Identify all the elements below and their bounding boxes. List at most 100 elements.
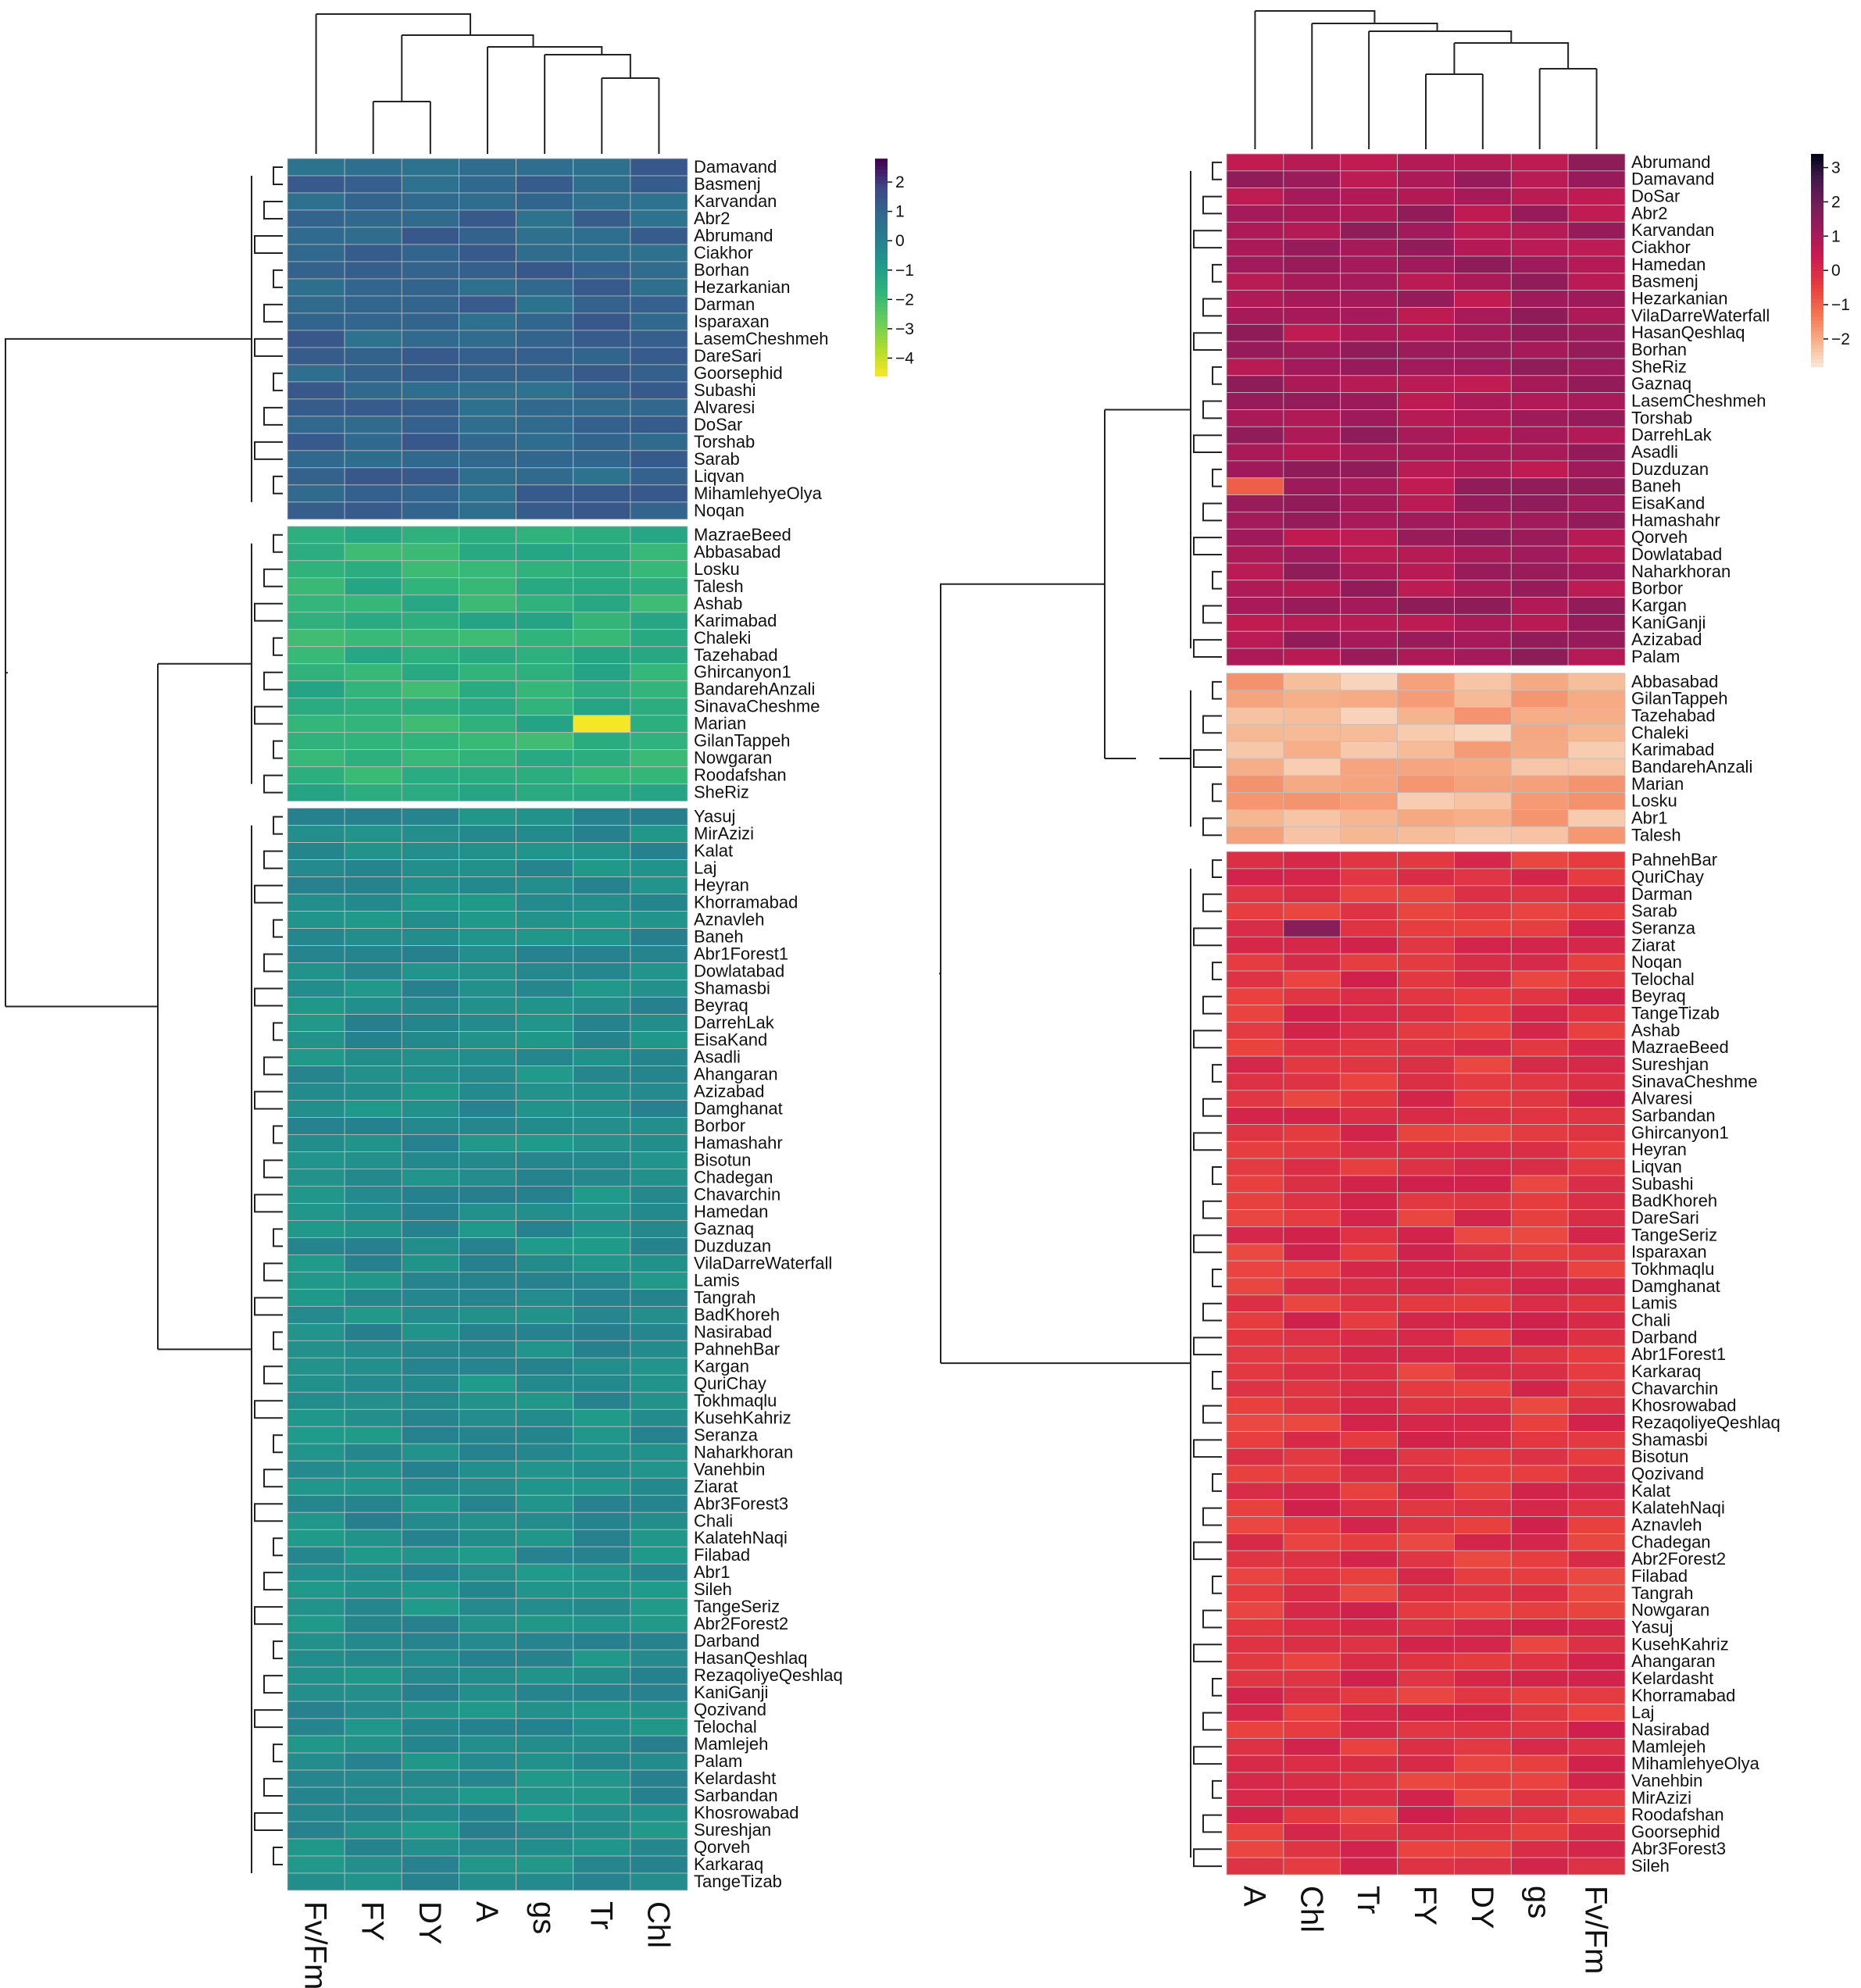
heatmap-cell — [344, 1186, 402, 1204]
heatmap-cell — [1340, 358, 1398, 377]
heatmap-cell — [287, 433, 345, 451]
heatmap-cell — [516, 859, 574, 877]
heatmap-cell — [573, 1357, 631, 1376]
heatmap-cell — [1397, 826, 1455, 844]
heatmap-cell — [630, 876, 688, 894]
heatmap-cell — [459, 1512, 516, 1530]
heatmap-cell — [344, 876, 402, 894]
column-label: FY — [1408, 1886, 1442, 1926]
row-label: Seranza — [1631, 918, 1696, 937]
heatmap-cell — [1283, 187, 1341, 205]
heatmap-cell — [516, 398, 574, 417]
row-dendrogram-branch — [1193, 230, 1222, 249]
row-label: Tazehabad — [1631, 705, 1716, 725]
heatmap-cell — [1340, 741, 1398, 759]
heatmap-cell — [1454, 1619, 1512, 1636]
heatmap-cell — [630, 1769, 688, 1788]
colorbar-segment — [1811, 274, 1823, 279]
heatmap-cell — [573, 1460, 631, 1479]
heatmap-cell — [573, 312, 631, 331]
heatmap-cell — [1283, 290, 1341, 308]
heatmap-cell — [1454, 290, 1512, 308]
row-label: Laj — [694, 858, 716, 878]
row-label: GilanTappeh — [1631, 689, 1728, 708]
heatmap-cell — [1567, 170, 1626, 189]
heatmap-cell — [516, 1477, 574, 1496]
heatmap-cell — [287, 783, 345, 802]
heatmap-cell — [516, 1186, 574, 1204]
heatmap-cell — [630, 398, 688, 417]
heatmap-cell — [459, 1237, 516, 1255]
heatmap-cell — [1510, 1447, 1569, 1466]
heatmap-cell — [459, 1203, 516, 1221]
heatmap-cell — [1226, 741, 1284, 759]
colorbar-segment — [1811, 327, 1823, 332]
heatmap-cell — [516, 1838, 574, 1857]
heatmap-cell — [516, 175, 574, 194]
heatmap-cell — [401, 1426, 459, 1444]
heatmap-cell — [630, 312, 688, 331]
heatmap-cell — [1567, 1175, 1626, 1194]
heatmap-cell — [516, 1701, 574, 1719]
row-label: LasemCheshmeh — [1631, 391, 1766, 411]
heatmap-cell — [344, 450, 402, 469]
row-label: Talesh — [694, 576, 744, 596]
heatmap-cell — [459, 1529, 516, 1547]
heatmap-cell — [344, 227, 402, 245]
colorbar-segment — [1811, 221, 1823, 226]
heatmap-cell — [459, 1666, 516, 1685]
row-dendrogram-branch — [263, 953, 283, 973]
heatmap-cell — [1397, 1431, 1455, 1449]
heatmap-cell — [1567, 205, 1626, 223]
heatmap-cell — [401, 1460, 459, 1479]
heatmap-cell — [516, 1083, 574, 1101]
colorbar-tick-label: −1 — [1831, 296, 1850, 314]
row-label: Chaleki — [694, 628, 751, 648]
row-label: PahnehBar — [1631, 850, 1717, 869]
row-dendrogram-root — [107, 663, 159, 1350]
heatmap-cell — [287, 825, 345, 844]
heatmap-cell — [401, 825, 459, 844]
heatmap-cell — [459, 1735, 516, 1754]
column-dendrogram-branch — [401, 34, 534, 102]
heatmap-cell — [1454, 1312, 1512, 1329]
heatmap-cell — [630, 1821, 688, 1840]
row-dendrogram-branch — [263, 850, 283, 869]
heatmap-cell — [459, 1031, 516, 1049]
row-label: Hamashahr — [694, 1133, 783, 1152]
heatmap-cell — [1454, 826, 1512, 844]
heatmap-cell — [1397, 1533, 1455, 1551]
row-label: Mamlejeh — [694, 1734, 768, 1754]
heatmap-cell — [630, 501, 688, 520]
heatmap-cell — [1510, 375, 1569, 394]
heatmap-cell — [516, 732, 574, 751]
row-label: KusehKahriz — [1631, 1634, 1729, 1654]
column-label: gs — [527, 1901, 561, 1934]
heatmap-cell — [401, 1563, 459, 1582]
row-label: Subashi — [1631, 1174, 1694, 1194]
colorbar-segment — [875, 173, 888, 178]
heatmap-cell — [401, 1769, 459, 1788]
row-label: Shamasbi — [1631, 1429, 1708, 1449]
heatmap-cell — [1340, 494, 1398, 512]
heatmap-cell — [1454, 1090, 1512, 1108]
heatmap-cell — [1397, 1124, 1455, 1142]
heatmap-cell — [459, 364, 516, 383]
heatmap-cell — [630, 1649, 688, 1668]
heatmap-cell — [1397, 1140, 1455, 1159]
row-label: Qorveh — [1631, 527, 1688, 547]
heatmap-cell — [459, 766, 516, 785]
heatmap-cell — [1454, 580, 1512, 598]
heatmap-cell — [1454, 426, 1512, 444]
heatmap-cell — [344, 1426, 402, 1444]
heatmap-cell — [459, 749, 516, 768]
heatmap-cell — [573, 980, 631, 998]
row-dendrogram-branch — [273, 1640, 283, 1660]
heatmap-cell — [1454, 1686, 1512, 1705]
heatmap-cell — [1283, 238, 1341, 257]
row-label: QuriChay — [1631, 867, 1704, 887]
column-dendrogram-branch — [1311, 23, 1438, 149]
heatmap-cell — [1454, 690, 1512, 708]
heatmap-cell — [459, 347, 516, 366]
heatmap-cell — [344, 1100, 402, 1118]
